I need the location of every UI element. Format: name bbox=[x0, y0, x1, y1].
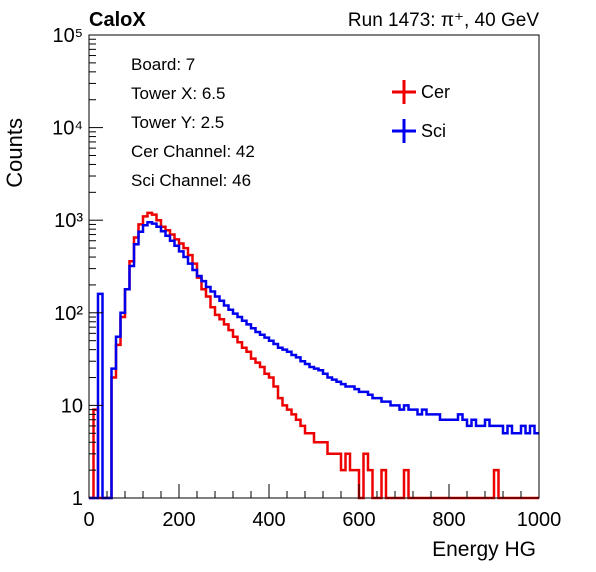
legend: Cer Sci bbox=[392, 80, 450, 143]
x-tick-label: 600 bbox=[342, 509, 375, 531]
series-line-cer bbox=[89, 211, 539, 500]
info-box: Board: 7 Tower X: 6.5 Tower Y: 2.5 Cer C… bbox=[131, 55, 255, 190]
x-axis-label: Energy HG bbox=[432, 538, 536, 561]
series-line-sci bbox=[89, 221, 539, 500]
y-tick-label: 10 bbox=[61, 395, 83, 417]
y-tick-label: 10² bbox=[54, 303, 83, 325]
x-tick-label: 800 bbox=[432, 509, 465, 531]
brand-title: CaloX bbox=[89, 9, 146, 31]
y-tick-label: 1 bbox=[72, 488, 83, 510]
info-sci-channel: Sci Channel: 46 bbox=[131, 171, 251, 190]
series-layer bbox=[89, 211, 539, 500]
legend-sci-label: Sci bbox=[421, 121, 446, 141]
ticks-layer bbox=[88, 34, 540, 499]
x-tick-label: 1000 bbox=[517, 509, 562, 531]
y-tick-label: 10⁵ bbox=[52, 25, 83, 47]
y-tick-label: 10⁴ bbox=[52, 118, 83, 140]
run-info: Run 1473: π⁺, 40 GeV bbox=[348, 10, 539, 31]
info-cer-channel: Cer Channel: 42 bbox=[131, 142, 255, 161]
plot-frame bbox=[88, 34, 540, 499]
info-tower-x: Tower X: 6.5 bbox=[131, 84, 226, 103]
y-axis-label: Counts bbox=[2, 118, 27, 188]
legend-cer: Cer bbox=[392, 80, 450, 104]
info-tower-y: Tower Y: 2.5 bbox=[131, 113, 224, 132]
x-tick-label: 0 bbox=[83, 509, 94, 531]
x-tick-label: 400 bbox=[252, 509, 285, 531]
x-tick-label: 200 bbox=[162, 509, 195, 531]
legend-sci: Sci bbox=[392, 119, 446, 143]
labels-layer: 0 200 400 600 800 1000 1 10 10² 10³ 10⁴ 10⁵ bbox=[52, 25, 561, 531]
legend-cer-label: Cer bbox=[421, 82, 450, 102]
y-tick-label: 10³ bbox=[54, 210, 83, 232]
info-board: Board: 7 bbox=[131, 55, 195, 74]
